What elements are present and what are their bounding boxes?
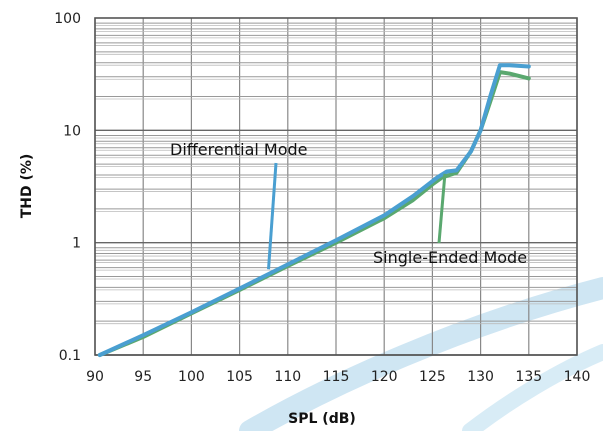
- series-line-differential: [97, 63, 531, 357]
- x-tick-label: 135: [515, 369, 542, 385]
- annotation-single-ended-mode: Single-Ended Mode: [373, 248, 527, 267]
- x-tick-label: 100: [178, 369, 205, 385]
- plot-frame: [94, 17, 578, 356]
- annotations: Differential Mode Single-Ended Mode: [170, 140, 527, 270]
- grid-lines: [94, 18, 578, 356]
- series-lines: [97, 63, 531, 357]
- x-tick-label: 95: [134, 369, 152, 385]
- x-tick-label: 115: [323, 369, 350, 385]
- y-tick-labels: 0.1 1 10 100: [54, 11, 81, 364]
- annotation-leader-differential: [267, 162, 278, 270]
- y-tick-label: 100: [54, 11, 81, 27]
- x-tick-labels: 90 95 100 105 110 115 120 125 130 135 140: [86, 369, 590, 385]
- x-tick-label: 130: [467, 369, 494, 385]
- x-tick-label: 120: [371, 369, 398, 385]
- y-tick-label: 1: [72, 236, 81, 252]
- series-line-single-ended: [97, 70, 531, 357]
- annotation-leader-single-ended: [437, 173, 447, 244]
- x-tick-label: 110: [274, 369, 301, 385]
- y-axis-label: THD (%): [19, 154, 35, 219]
- background-swoosh: [239, 277, 603, 431]
- y-tick-label: 10: [63, 123, 81, 139]
- x-tick-label: 140: [564, 369, 591, 385]
- x-axis-label: SPL (dB): [288, 411, 356, 427]
- y-tick-label: 0.1: [59, 348, 81, 364]
- x-tick-label: 125: [419, 369, 446, 385]
- plot-border: [94, 17, 578, 356]
- annotation-differential-mode: Differential Mode: [170, 140, 308, 159]
- x-tick-label: 90: [86, 369, 104, 385]
- x-tick-label: 105: [226, 369, 253, 385]
